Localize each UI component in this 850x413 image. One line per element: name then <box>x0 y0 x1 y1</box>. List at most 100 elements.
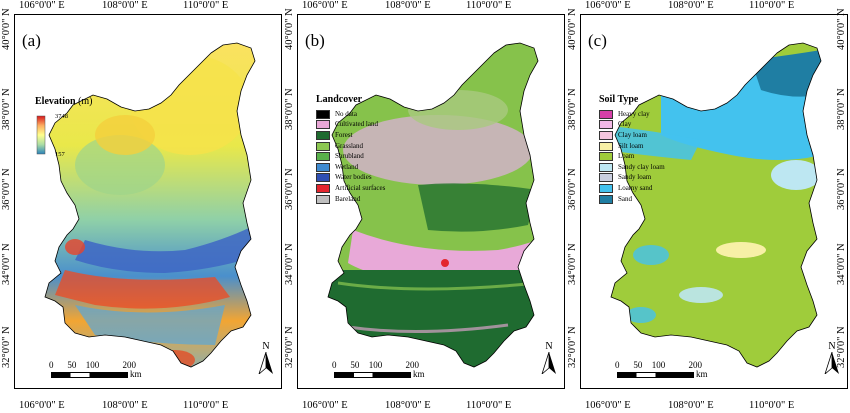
latitude-label: 40°0'0" N <box>567 8 578 50</box>
landcover-legend-label: No data <box>335 109 357 118</box>
latitude-label: 32°0'0" N <box>836 326 847 368</box>
landcover-map-panel: (b) Landcover No data Cultivated land Fore… <box>297 14 565 389</box>
soil-legend-label: Silt loam <box>618 141 644 150</box>
elevation-min-label: 157 <box>55 151 65 158</box>
north-label: N <box>545 341 553 352</box>
landcover-legend-item: Cultivated land <box>316 120 385 131</box>
landcover-legend-swatch <box>316 173 330 183</box>
longitude-label-top: 108°0'0" E <box>668 0 714 11</box>
soil-legend-label: Loam <box>618 152 635 161</box>
landcover-legend-item: Shrubland <box>316 151 385 162</box>
scale-bar <box>334 372 411 378</box>
soil-legend-label: Heavy clay <box>618 109 650 118</box>
north-label: N <box>828 341 836 352</box>
longitude-label-bottom: 110°0'0" E <box>183 400 229 411</box>
scale-bar <box>617 372 694 378</box>
elevation-max-label: 3748 <box>55 113 68 120</box>
landcover-legend-label: Grassland <box>335 141 363 150</box>
longitude-label-bottom: 108°0'0" E <box>102 400 148 411</box>
north-arrow-icon <box>824 351 839 376</box>
soil-legend-label: Sand <box>618 194 632 203</box>
north-arrow-a: N <box>258 341 274 379</box>
landcover-legend-label: Artificial surfaces <box>335 183 386 192</box>
legend-title-soil: Soil Type <box>599 94 639 105</box>
scale-tick-label: 200 <box>405 360 419 370</box>
longitude-label-top: 110°0'0" E <box>183 0 229 11</box>
landcover-legend-swatch <box>316 120 330 130</box>
landcover-legend-swatch <box>316 141 330 151</box>
scale-tick-label: 100 <box>85 360 100 370</box>
longitude-label-bottom: 110°0'0" E <box>466 400 512 411</box>
latitude-label: 34°0'0" N <box>567 243 578 285</box>
longitude-label-bottom: 108°0'0" E <box>385 400 431 411</box>
latitude-label: 32°0'0" N <box>567 326 578 368</box>
longitude-label-bottom: 108°0'0" E <box>668 400 714 411</box>
soil-legend-item: Clay <box>599 120 665 131</box>
landcover-legend-swatch <box>316 162 330 172</box>
latitude-label: 40°0'0" N <box>1 8 12 50</box>
landcover-legend-swatch <box>316 109 330 119</box>
soil-legend-label: Sandy clay loam <box>618 162 665 171</box>
longitude-label-top: 110°0'0" E <box>466 0 512 11</box>
elevation-legend: Elevation (m) <box>35 97 93 111</box>
scale-unit: km <box>413 369 425 379</box>
scale-tick-label: 200 <box>688 360 702 370</box>
landcover-legend-item: Bareland <box>316 194 385 205</box>
soil-legend-label: Sandy loam <box>618 173 652 182</box>
landcover-legend-item: No data <box>316 109 385 120</box>
scale-tick-label: 0 <box>615 360 620 370</box>
scale-tick-label: 0 <box>332 360 337 370</box>
soil-type-map <box>610 42 822 368</box>
latitude-label: 36°0'0" N <box>284 168 295 210</box>
soil-legend-swatch <box>599 109 613 119</box>
soil-legend-item: Sandy clay loam <box>599 162 665 173</box>
scale-tick-label: 50 <box>67 360 77 370</box>
north-arrow-icon <box>541 351 556 376</box>
latitude-label: 36°0'0" N <box>836 168 847 210</box>
scale-tick-label: 100 <box>651 360 666 370</box>
soil-type-legend: Soil Type Heavy clay Clay Clay loam Silt lo… <box>599 95 665 204</box>
soil-legend-swatch <box>599 173 613 183</box>
landcover-legend-label: Shrubland <box>335 152 364 161</box>
latitude-label: 38°0'0" N <box>1 88 12 130</box>
latitude-label: 36°0'0" N <box>1 168 12 210</box>
scale-tick-label: 100 <box>368 360 383 370</box>
landcover-map <box>327 42 539 368</box>
soil-legend-item: Loamy sand <box>599 183 665 194</box>
soil-legend-label: Clay <box>618 120 632 129</box>
north-arrow-c: N <box>824 341 840 379</box>
scale-tick-label: 0 <box>49 360 54 370</box>
landcover-legend-label: Forest <box>335 130 353 139</box>
soil-legend-item: Clay loam <box>599 130 665 141</box>
latitude-label: 38°0'0" N <box>284 88 295 130</box>
scale-unit: km <box>696 369 708 379</box>
landcover-legend-label: Cultivated land <box>335 120 378 129</box>
scale-tick-label: 50 <box>350 360 360 370</box>
longitude-label-top: 110°0'0" E <box>749 0 795 11</box>
legend-unit: (m) <box>78 96 93 107</box>
elevation-color-ramp <box>36 115 46 155</box>
latitude-label: 34°0'0" N <box>1 243 12 285</box>
landcover-legend-item: Grassland <box>316 141 385 152</box>
north-label: N <box>262 341 270 352</box>
latitude-label: 38°0'0" N <box>836 88 847 130</box>
landcover-legend-swatch <box>316 183 330 193</box>
latitude-label: 34°0'0" N <box>836 243 847 285</box>
elevation-map-panel: (a) Elevation (m) 3748 157 0 50 100 200 km N <box>14 14 282 389</box>
longitude-label-bottom: 106°0'0" E <box>585 400 631 411</box>
longitude-label-bottom: 106°0'0" E <box>19 400 65 411</box>
soil-legend-label: Clay loam <box>618 130 647 139</box>
landcover-legend-item: Wetland <box>316 162 385 173</box>
landcover-legend-item: Water bodies <box>316 173 385 184</box>
longitude-label-bottom: 110°0'0" E <box>749 400 795 411</box>
soil-legend-item: Silt loam <box>599 141 665 152</box>
soil-legend-swatch <box>599 120 613 130</box>
landcover-legend-label: Bareland <box>335 194 361 203</box>
scale-tick-label: 50 <box>633 360 643 370</box>
scale-tick-label: 200 <box>122 360 136 370</box>
soil-legend-item: Heavy clay <box>599 109 665 120</box>
scale-unit: km <box>130 369 142 379</box>
latitude-label: 34°0'0" N <box>284 243 295 285</box>
longitude-label-bottom: 106°0'0" E <box>302 400 348 411</box>
scale-bar <box>51 372 128 378</box>
